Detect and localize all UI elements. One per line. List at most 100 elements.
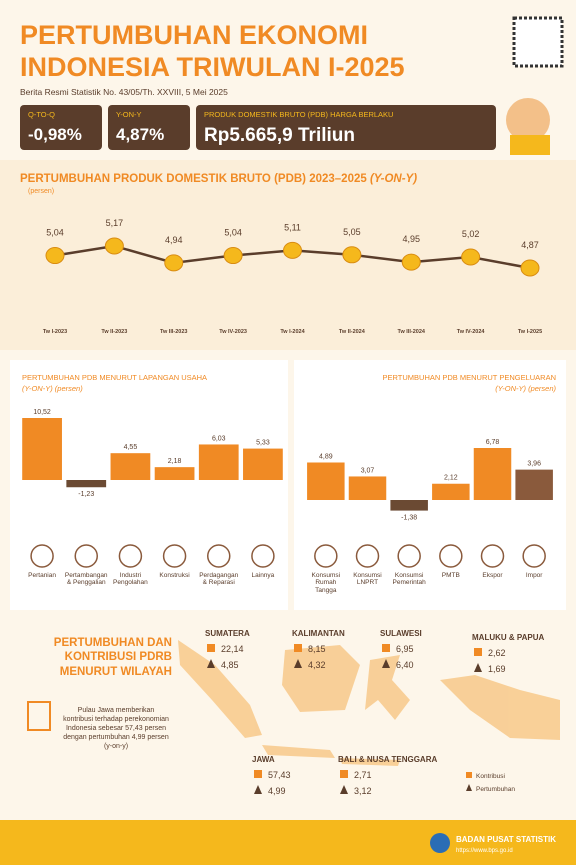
category-label: Konsumsi Rumah Tangga <box>311 572 341 594</box>
kpi-box <box>196 105 496 150</box>
value-label: 4,87 <box>521 240 539 250</box>
kontribusi-icon <box>382 644 390 652</box>
category-icon <box>439 544 463 568</box>
value-label: 5,02 <box>462 229 480 239</box>
value-label: 4,95 <box>402 234 420 244</box>
pertumbuhan-icon <box>294 659 302 668</box>
map-sumatera <box>178 640 262 738</box>
kpi-box <box>20 105 102 150</box>
legend-label: Pertumbuhan <box>476 786 515 793</box>
category-icon <box>314 544 338 568</box>
pertumbuhan-value: 4,85 <box>221 660 239 670</box>
region-name: MALUKU & PAPUA <box>472 633 545 642</box>
coin-marker <box>342 246 362 264</box>
x-tick-label: Tw I-2024 <box>280 329 305 335</box>
category-label: Konsumsi LNPRT <box>353 572 382 587</box>
map-sulawesi <box>365 655 410 720</box>
region-title: PERTUMBUHAN DAN KONTRIBUSI PDRB MENURUT … <box>53 637 172 678</box>
x-tick-label: Tw I-2025 <box>518 329 542 335</box>
map-nusa <box>340 758 400 766</box>
value-label: 4,55 <box>124 444 138 451</box>
category-label: Pertanian <box>28 572 56 579</box>
region-name: KALIMANTAN <box>292 629 345 638</box>
footer-bg <box>0 820 576 865</box>
category-icon <box>480 544 505 568</box>
category-icon <box>74 544 98 568</box>
x-tick-label: Tw IV-2023 <box>219 329 247 335</box>
bar <box>154 467 195 480</box>
x-tick-label: Tw I-2023 <box>43 329 67 335</box>
pertumbuhan-icon <box>207 659 215 668</box>
title-line1: PERTUMBUHAN EKONOMI <box>20 20 368 50</box>
bar <box>307 462 345 500</box>
category-icon <box>162 544 187 568</box>
map-jawa <box>262 745 335 758</box>
qr-code <box>512 16 564 68</box>
bar <box>473 448 512 500</box>
line-title-main: PERTUMBUHAN PRODUK DOMESTIK BRUTO (PDB) … <box>20 173 367 185</box>
bar-subtitle: (Y-ON-Y) (persen) <box>495 384 556 393</box>
kpi-label: Q-TO-Q <box>28 110 55 119</box>
coin-marker <box>164 254 184 272</box>
kontribusi-icon <box>340 770 348 778</box>
value-label: -1,23 <box>78 491 94 498</box>
bar <box>22 418 62 480</box>
coin-marker <box>104 237 124 255</box>
region-name: SUMATERA <box>205 629 250 638</box>
bar <box>348 476 387 500</box>
title-line2: INDONESIA TRIWULAN I-2025 <box>20 52 405 82</box>
kpi-label: PRODUK DOMESTIK BRUTO (PDB) HARGA BERLAK… <box>204 110 393 119</box>
pertumbuhan-icon <box>382 659 390 668</box>
value-label: 5,17 <box>106 218 124 228</box>
kontribusi-icon <box>294 644 302 652</box>
value-label: 10,52 <box>33 409 51 416</box>
panel-left <box>10 360 288 610</box>
bar <box>198 444 239 480</box>
kontribusi-icon <box>254 770 262 778</box>
value-label: 6,03 <box>212 435 226 442</box>
footer-org: BADAN PUSAT STATISTIK <box>456 835 556 844</box>
kontribusi-value: 6,95 <box>396 644 414 654</box>
kpi-value: 4,87% <box>116 125 164 144</box>
category-icon <box>118 544 143 568</box>
legend-swatch <box>466 784 472 791</box>
coin-marker <box>461 248 481 266</box>
coin-marker <box>401 253 421 271</box>
value-label: 6,78 <box>486 439 500 446</box>
category-label: Impor <box>525 572 543 579</box>
kpi-value: Rp5.665,9 Triliun <box>204 125 355 146</box>
map-kalimantan <box>282 645 360 712</box>
coin-marker <box>45 247 65 265</box>
bar <box>390 500 428 511</box>
category-icon <box>397 544 421 568</box>
value-label: 5,04 <box>46 228 64 238</box>
value-label: 3,96 <box>527 461 541 468</box>
bar-title: PERTUMBUHAN PDB MENURUT LAPANGAN USAHA <box>22 373 207 382</box>
bar-title: PERTUMBUHAN PDB MENURUT PENGELUARAN <box>383 373 557 382</box>
bar <box>66 480 107 488</box>
x-tick-label: Tw IV-2024 <box>457 329 486 335</box>
value-label: 5,33 <box>256 440 270 447</box>
kpi-label: Y-ON-Y <box>116 110 142 119</box>
subtitle: Berita Resmi Statistik No. 43/05/Th. XXV… <box>20 87 228 97</box>
coin-marker <box>223 247 243 265</box>
kontribusi-value: 57,43 <box>268 770 291 780</box>
bar <box>432 483 470 500</box>
legend-swatch <box>466 772 472 778</box>
x-tick-label: Tw II-2024 <box>339 329 366 335</box>
pertumbuhan-value: 4,99 <box>268 786 286 796</box>
line-subtitle: (persen) <box>28 188 54 195</box>
x-tick-label: Tw III-2024 <box>398 329 426 335</box>
coin-marker <box>283 241 302 259</box>
line-title-suffix: (Y-ON-Y) <box>370 173 417 185</box>
category-label: Industri Pengolahan <box>113 572 148 587</box>
map <box>178 640 560 766</box>
person-icon <box>506 98 550 142</box>
category-label: Konstruksi <box>159 572 190 579</box>
category-label: Ekspor <box>482 572 503 579</box>
category-icon <box>207 544 231 568</box>
bar <box>110 453 151 480</box>
category-icon <box>251 544 275 568</box>
